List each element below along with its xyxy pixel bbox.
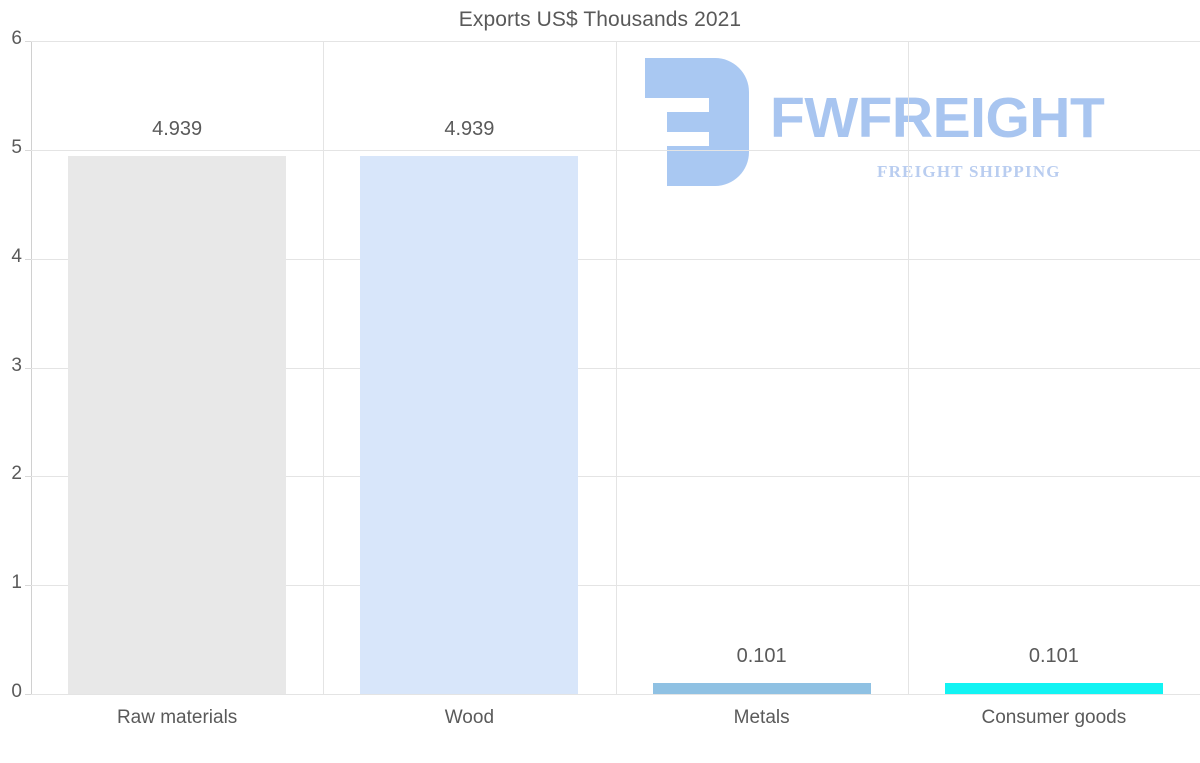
x-category-label: Consumer goods xyxy=(981,707,1127,728)
y-tick-mark xyxy=(25,585,31,587)
bar-value-label: 0.101 xyxy=(1028,645,1079,667)
y-tick-mark xyxy=(25,258,31,260)
bar-value-label: 0.101 xyxy=(736,645,787,667)
y-tick-label: 3 xyxy=(11,354,22,376)
x-category-label: Raw materials xyxy=(116,707,238,728)
bar[interactable] xyxy=(944,683,1163,694)
bar[interactable] xyxy=(68,156,287,694)
y-tick-mark xyxy=(25,476,31,478)
x-gridline xyxy=(907,41,909,694)
y-tick-label: 1 xyxy=(11,572,22,594)
y-tick-label: 5 xyxy=(11,136,22,158)
bar[interactable] xyxy=(360,156,579,694)
x-gridline xyxy=(323,41,325,694)
y-tick-mark xyxy=(25,149,31,151)
y-tick-mark xyxy=(25,694,31,695)
bar-value-label: 4.939 xyxy=(152,118,203,141)
y-tick-mark xyxy=(25,367,31,369)
bar-value-label: 4.939 xyxy=(444,118,495,141)
y-tick-label: 4 xyxy=(11,245,22,267)
chart-title: Exports US$ Thousands 2021 xyxy=(458,8,742,31)
y-gridline xyxy=(31,694,1200,695)
y-tick-mark xyxy=(25,41,31,42)
y-tick-label: 0 xyxy=(11,681,22,702)
plot-area xyxy=(31,41,1200,695)
x-category-label: Metals xyxy=(733,707,790,728)
bar[interactable] xyxy=(652,683,871,694)
x-category-label: Wood xyxy=(444,707,495,728)
y-tick-label: 2 xyxy=(11,463,22,485)
y-tick-label: 6 xyxy=(11,28,22,49)
x-gridline xyxy=(615,41,617,694)
